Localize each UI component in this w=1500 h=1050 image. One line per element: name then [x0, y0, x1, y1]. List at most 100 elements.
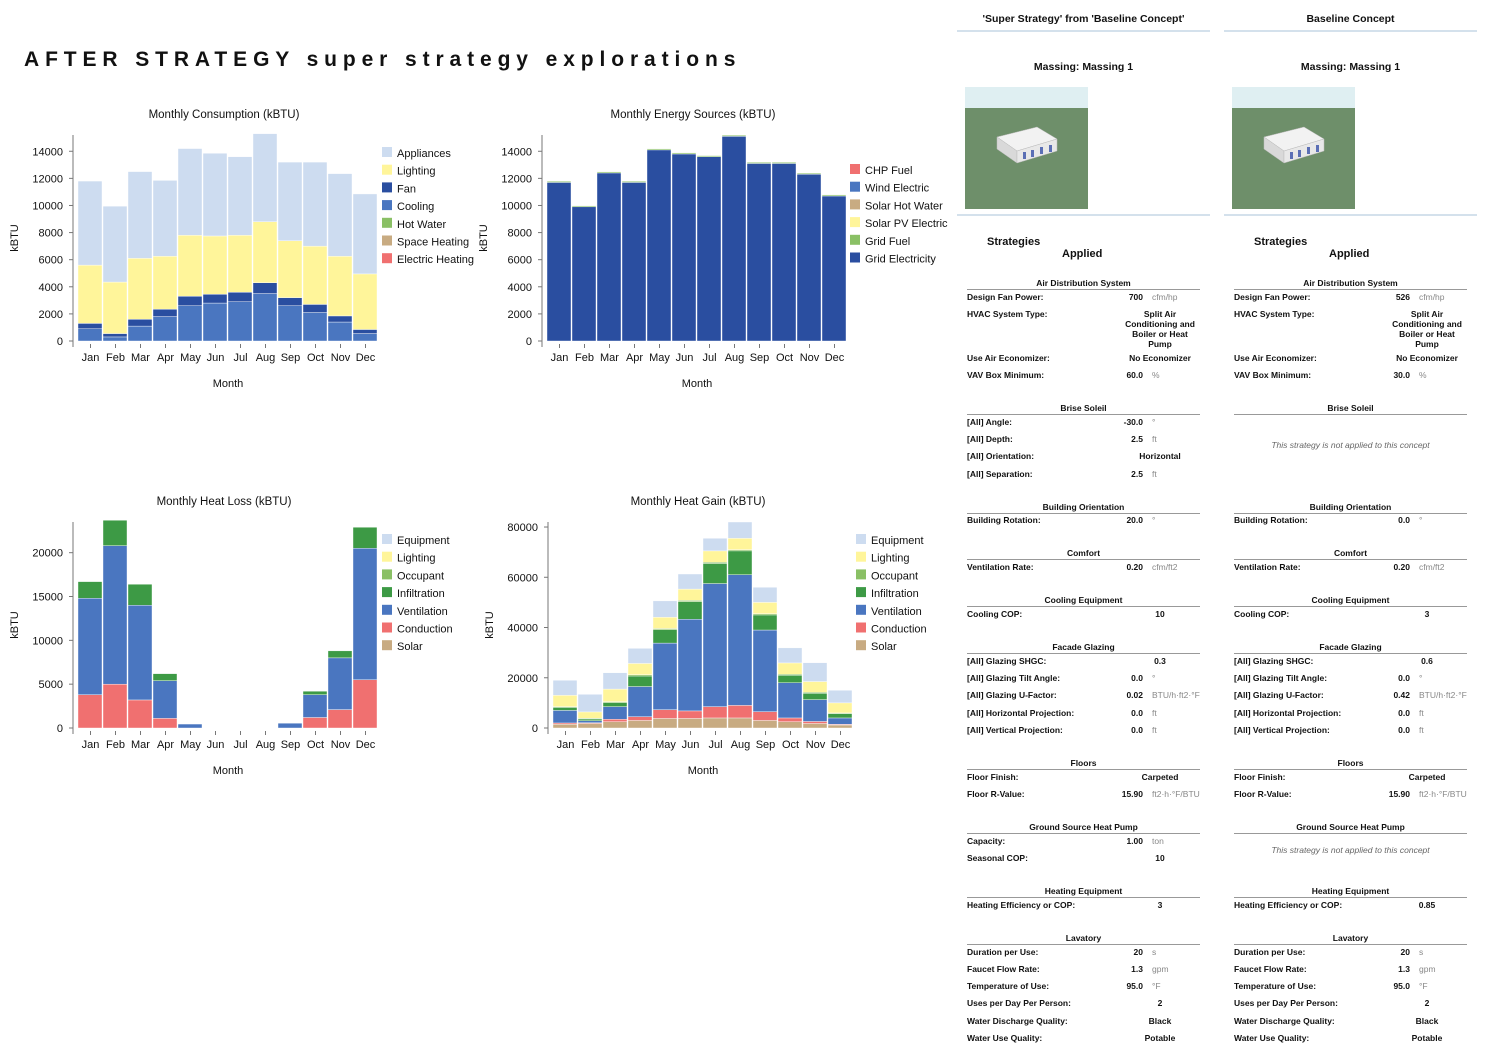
duration-per-use-label: Duration per Use:: [1234, 947, 1306, 957]
horizontal-projection-unit: ft: [1152, 708, 1157, 718]
vav-box-minimum-label: VAV Box Minimum:: [1234, 370, 1312, 380]
y-tick-label: 6000: [508, 255, 532, 267]
legend-item: Fan: [397, 183, 416, 195]
legend-swatch: [382, 640, 392, 651]
uses-per-day-value: 2: [1424, 998, 1430, 1008]
bar-segment-lighting: [227, 235, 253, 293]
bar-segment-ventilation: [652, 642, 678, 710]
glazing-ufactor-label: [All] Glazing U-Factor:: [967, 690, 1057, 700]
facade-glazing-section-title: Facade Glazing: [1234, 642, 1467, 654]
heating-efficiency-value: 3: [1157, 900, 1163, 910]
bar-segment-cooling: [152, 316, 178, 342]
brise-soleil-not-applied: This strategy is not applied to this con…: [1271, 440, 1430, 450]
x-tick-label: Aug: [256, 352, 276, 364]
bar-segment-grid-electricity: [621, 182, 647, 342]
bar-segment-cooling: [102, 336, 128, 342]
uses-per-day-label: Uses per Day Per Person:: [1234, 998, 1338, 1008]
bar-segment-cooling: [277, 305, 303, 342]
bar-segment-cooling: [302, 312, 328, 342]
bar-segment-grid-electricity: [746, 163, 772, 342]
cooling-cop-value: 10: [1155, 609, 1165, 619]
x-tick-label: Aug: [725, 352, 745, 364]
vertical-projection-label: [All] Vertical Projection:: [1234, 725, 1330, 735]
applied-label: Applied: [1062, 248, 1103, 260]
vav-box-minimum-unit: %: [1419, 370, 1427, 380]
y-tick-label: 10000: [501, 200, 532, 212]
bar-segment-infiltration: [302, 690, 328, 695]
x-tick-label: Jun: [682, 739, 700, 751]
x-tick-label: Feb: [106, 352, 125, 364]
bar-segment-conduction: [627, 716, 653, 721]
bar-segment-ventilation: [777, 682, 803, 719]
x-tick-label: Nov: [800, 352, 820, 364]
bar-segment-lighting: [102, 281, 128, 334]
legend-item: Equipment: [871, 535, 924, 547]
bar-segment-cooling: [252, 293, 278, 342]
massing-thumbnail[interactable]: [965, 87, 1088, 209]
x-tick-label: Jul: [233, 352, 247, 364]
bar-segment-appliances: [302, 161, 328, 247]
bar-segment-cooling: [352, 333, 378, 342]
glazing-ufactor-unit: BTU/h·ft2·°F: [1419, 690, 1467, 700]
y-tick-label: 10000: [32, 635, 63, 647]
design-fan-power-label: Design Fan Power:: [967, 292, 1044, 302]
faucet-flow-rate-label: Faucet Flow Rate:: [1234, 964, 1307, 974]
divider: [957, 214, 1210, 216]
bar-segment-lighting: [827, 702, 853, 714]
bar-segment-lighting: [802, 681, 828, 693]
bar-segment-conduction: [777, 717, 803, 722]
legend-item: Lighting: [397, 166, 436, 178]
ventilation-rate-label: Ventilation Rate:: [967, 562, 1034, 572]
glazing-tilt-value: 0.0: [1398, 673, 1410, 683]
bar-segment-appliances: [77, 180, 103, 266]
bar-segment-fan: [102, 333, 128, 338]
massing-label: Massing: Massing 1: [1300, 61, 1401, 73]
ventilation-rate-value: 0.20: [1126, 562, 1143, 572]
cooling-cop-value: 3: [1424, 609, 1430, 619]
hvac-system-type-label: HVAC System Type:: [967, 309, 1048, 319]
bar-segment-appliances: [127, 171, 153, 259]
bar-segment-grid-fuel: [571, 205, 597, 208]
bar-segment-grid-fuel: [546, 181, 572, 183]
monthly-consumption-chart: Monthly Consumption (kBTU) 0 2000 4000 6000 8…: [9, 109, 474, 390]
vertical-projection-unit: ft: [1152, 725, 1157, 735]
bar-segment-fan: [177, 296, 203, 306]
design-fan-power-value: 700: [1128, 292, 1143, 302]
x-tick-label: Jun: [676, 352, 694, 364]
bar-segment-infiltration: [627, 675, 653, 687]
x-axis-label: Month: [688, 765, 719, 777]
bar-segment-ventilation: [802, 699, 828, 722]
legend-swatch: [850, 234, 860, 245]
building-rotation-value: 20.0: [1126, 515, 1143, 525]
legend-swatch: [382, 622, 392, 633]
legend-item: Cooling: [397, 201, 434, 213]
floor-rvalue-unit: ft2·h·°F/BTU: [1419, 789, 1467, 799]
legend-swatch: [856, 551, 866, 562]
bar-segment-lighting: [152, 256, 178, 310]
floor-rvalue-label: Floor R-Value:: [1234, 789, 1292, 799]
water-discharge-quality-value: Black: [1415, 1016, 1439, 1026]
bar-segment-infiltration: [577, 718, 603, 721]
bar-segment-appliances: [227, 156, 253, 236]
bar-segment-conduction: [602, 719, 628, 722]
x-tick-label: Dec: [356, 352, 376, 364]
bar-segment-conduction: [702, 706, 728, 719]
facade-glazing-section-title: Facade Glazing: [967, 642, 1200, 654]
x-tick-label: Jan: [557, 739, 575, 751]
bar-segment-appliances: [202, 153, 228, 237]
y-tick-label: 0: [57, 723, 63, 735]
bar-segment-infiltration: [702, 563, 728, 584]
bar-segment-fan: [327, 315, 353, 323]
x-tick-label: May: [180, 352, 201, 364]
x-tick-label: Apr: [632, 739, 649, 751]
legend-item: Space Heating: [397, 237, 469, 249]
y-axis-label: kBTU: [484, 611, 496, 639]
x-tick-label: Mar: [606, 739, 625, 751]
bar-segment-grid-electricity: [821, 195, 847, 342]
bar-segment-fan: [277, 297, 303, 306]
massing-thumbnail[interactable]: [1232, 87, 1355, 209]
bar-segment-appliances: [177, 148, 203, 236]
temperature-of-use-unit: °F: [1152, 981, 1161, 991]
bar-segment-equipment: [552, 680, 578, 696]
water-discharge-quality-label: Water Discharge Quality:: [1234, 1016, 1335, 1026]
